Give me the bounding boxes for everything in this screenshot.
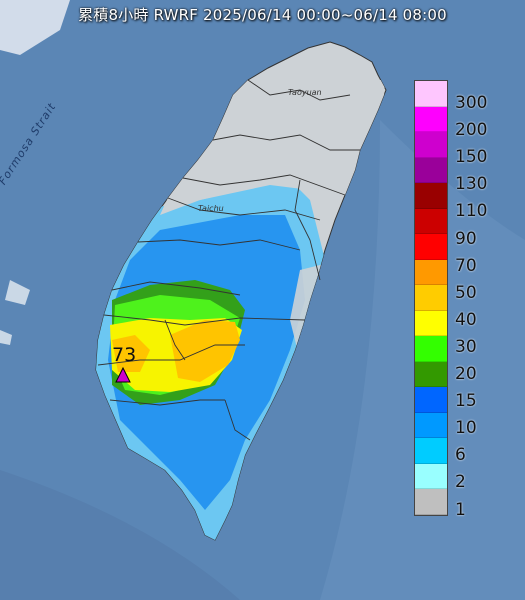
legend-label: 15 [455, 391, 477, 412]
legend-label: 150 [455, 147, 488, 168]
max-rainfall-marker [115, 366, 131, 383]
legend-swatch [415, 310, 447, 336]
legend-swatch [415, 259, 447, 285]
rain-area-orange [112, 335, 150, 372]
legend-label: 300 [455, 93, 488, 113]
legend-swatch [415, 132, 447, 158]
legend-swatch [415, 81, 447, 107]
legend-swatch [415, 412, 447, 438]
legend-swatch [415, 157, 447, 183]
place-label-taoyuan: Taoyuan [288, 88, 322, 97]
legend-swatch [415, 438, 447, 464]
map-title: 累積8小時 RWRF 2025/06/14 00:00~06/14 08:00 [78, 6, 447, 24]
legend-swatch [415, 336, 447, 362]
legend-label: 10 [455, 418, 477, 439]
legend-swatch [415, 208, 447, 234]
legend-swatch [415, 489, 447, 515]
legend-label: 6 [455, 445, 466, 466]
legend-swatch [415, 234, 447, 260]
legend-swatch [415, 183, 447, 209]
legend-label: 20 [455, 364, 477, 384]
legend-label: 90 [455, 228, 477, 249]
color-legend [414, 80, 448, 516]
legend-label: 130 [455, 174, 488, 195]
max-rainfall-value: 73 [112, 344, 137, 366]
legend-swatch [415, 106, 447, 132]
legend-label: 70 [455, 255, 477, 276]
legend-label: 200 [455, 120, 488, 141]
legend-swatch [415, 361, 447, 387]
legend-swatch [415, 387, 447, 413]
cloud-patch [5, 280, 30, 305]
place-label-taichung: Taichu [198, 204, 224, 213]
legend-label: 50 [455, 282, 477, 303]
cloud-patch [0, 330, 12, 345]
legend-label: 2 [455, 472, 466, 493]
rain-area-orange [170, 320, 240, 382]
legend-label: 110 [455, 201, 488, 222]
sea-texture [0, 470, 240, 600]
legend-label: 1 [455, 499, 466, 520]
cloud-patch [0, 0, 70, 55]
county-borders [97, 79, 360, 441]
legend-swatch [415, 463, 447, 489]
legend-label: 30 [455, 336, 477, 357]
legend-swatch [415, 285, 447, 311]
legend-label: 40 [455, 309, 477, 330]
